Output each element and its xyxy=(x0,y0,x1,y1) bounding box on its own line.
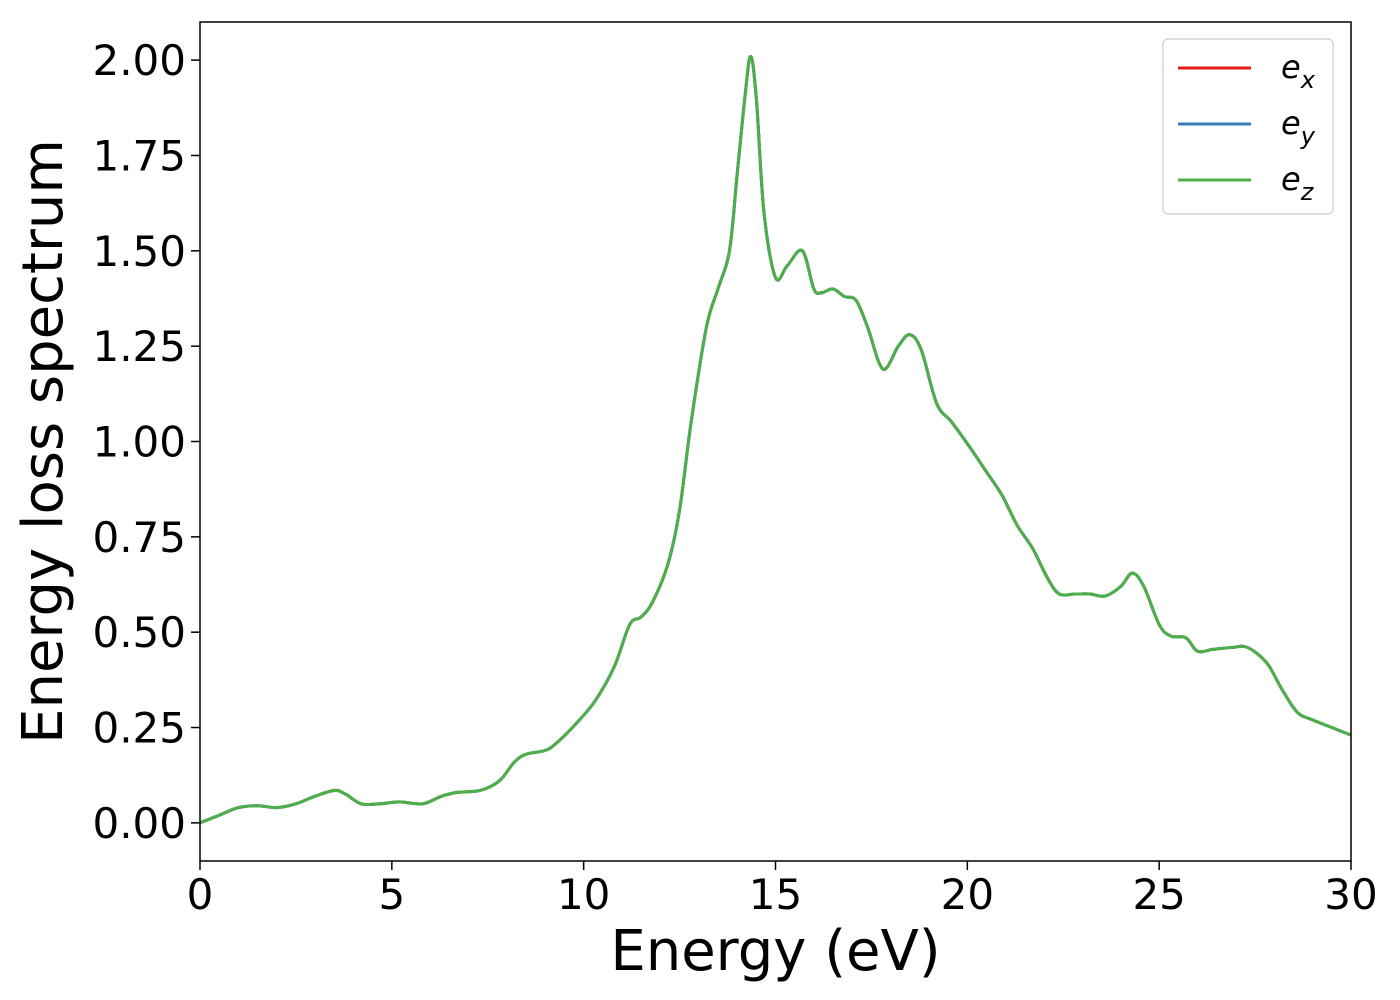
legend-label: ez xyxy=(1281,160,1315,206)
x-tick-label: 20 xyxy=(941,870,994,919)
legend-label: ey xyxy=(1281,104,1316,150)
series-layer xyxy=(200,54,1351,825)
y-tick-label: 1.50 xyxy=(92,227,186,276)
legend-box xyxy=(1162,38,1334,215)
legend-label: ex xyxy=(1281,48,1316,94)
y-tick-label: 0.75 xyxy=(92,513,186,562)
y-tick-label: 0.00 xyxy=(92,799,186,848)
x-tick-label: 25 xyxy=(1132,870,1185,919)
y-tick-label: 1.75 xyxy=(92,131,186,180)
x-tick-label: 10 xyxy=(557,870,610,919)
x-tick-label: 0 xyxy=(187,870,214,919)
y-axis-ticks: 0.00 0.25 0.50 0.75 1.00 1.25 1.50 1.75 2.00 xyxy=(92,36,200,848)
x-axis-ticks: 0 5 10 15 20 25 30 xyxy=(187,861,1378,919)
legend: ex ey ez xyxy=(1162,38,1334,215)
y-tick-label: 1.00 xyxy=(92,418,186,467)
y-tick-label: 0.50 xyxy=(92,608,186,657)
y-tick-label: 1.25 xyxy=(92,322,186,371)
x-tick-label: 30 xyxy=(1324,870,1377,919)
x-axis-label: Energy (eV) xyxy=(610,919,940,984)
y-tick-label: 2.00 xyxy=(92,36,186,85)
y-axis-label: Energy loss spectrum xyxy=(11,139,76,744)
x-tick-label: 15 xyxy=(749,870,802,919)
y-tick-label: 0.25 xyxy=(92,704,186,753)
x-tick-label: 5 xyxy=(378,870,405,919)
series-line-e-z xyxy=(200,54,1351,825)
